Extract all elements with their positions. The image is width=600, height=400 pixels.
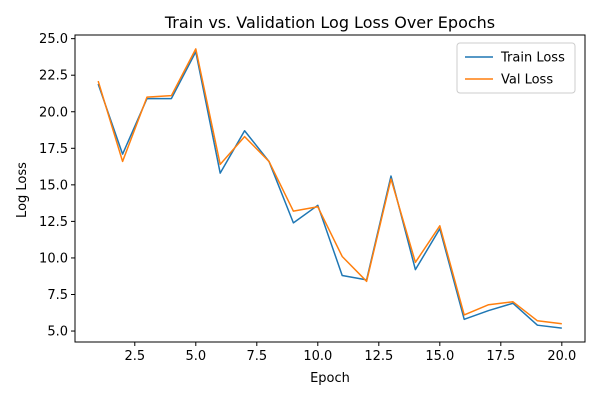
y-tick-label: 7.5 [47, 288, 68, 303]
y-axis-label: Log Loss [15, 162, 30, 218]
y-tick-label: 12.5 [39, 215, 68, 230]
x-tick-label: 2.5 [124, 349, 145, 364]
x-axis: 2.5 5.0 7.5 10.0 12.5 15.0 17.5 20.0 [124, 342, 576, 364]
plot-area [74, 34, 586, 343]
x-tick-label: 17.5 [486, 349, 515, 364]
x-axis-label: Epoch [310, 371, 350, 386]
x-tick-label: 10.0 [303, 349, 332, 364]
x-tick-label: 12.5 [364, 349, 393, 364]
plot-frame [74, 34, 586, 343]
y-tick-label: 15.0 [39, 178, 68, 193]
x-tick-label: 7.5 [246, 349, 267, 364]
series-line-1 [97, 51, 562, 329]
y-tick-label: 25.0 [39, 32, 68, 47]
x-tick-label: 5.0 [185, 349, 206, 364]
legend-box [456, 42, 576, 94]
legend-label-1: Train Loss [500, 51, 565, 66]
chart-title: Train vs. Validation Log Loss Over Epoch… [164, 13, 495, 32]
y-tick-label: 22.5 [39, 69, 68, 84]
legend: Train Loss Val Loss [456, 42, 576, 94]
y-tick-label: 17.5 [39, 142, 68, 157]
y-axis: 5.0 7.5 10.0 12.5 15.0 17.5 20.0 22.5 25.0 [39, 32, 75, 340]
series-line-2 [97, 48, 562, 325]
x-tick-label: 20.0 [547, 349, 576, 364]
legend-label-2: Val Loss [501, 73, 553, 88]
x-tick-label: 15.0 [425, 349, 454, 364]
y-tick-label: 10.0 [39, 251, 68, 266]
y-tick-label: 20.0 [39, 105, 68, 120]
y-tick-label: 5.0 [47, 325, 68, 340]
